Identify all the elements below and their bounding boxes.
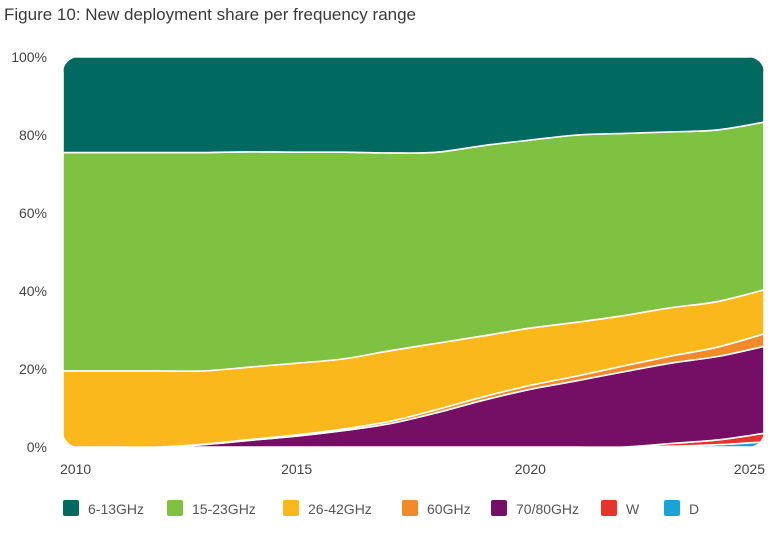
y-tick-label: 100% xyxy=(11,49,47,65)
x-axis: 2010 2015 2020 2025 xyxy=(60,461,765,477)
legend-label: 6-13GHz xyxy=(88,501,144,517)
legend-swatch xyxy=(167,500,183,516)
legend-label: 26-42GHz xyxy=(308,501,372,517)
plot-area xyxy=(63,57,764,447)
area-6-13ghz xyxy=(63,57,764,154)
y-tick-label: 40% xyxy=(19,283,47,299)
y-tick-label: 0% xyxy=(27,439,47,455)
legend-item-60ghz: 60GHz xyxy=(402,500,471,517)
legend-swatch xyxy=(491,500,507,516)
y-axis: 0% 20% 40% 60% 80% 100% xyxy=(11,49,47,455)
legend-swatch xyxy=(402,500,418,516)
y-tick-label: 20% xyxy=(19,361,47,377)
legend-item-d: D xyxy=(664,500,699,517)
legend-label: W xyxy=(626,501,640,517)
legend-swatch xyxy=(664,500,680,516)
x-tick-label: 2020 xyxy=(515,461,546,477)
legend-item-w: W xyxy=(601,500,640,517)
legend-swatch xyxy=(601,500,617,516)
legend-item-26-42ghz: 26-42GHz xyxy=(283,500,372,517)
legend-label: D xyxy=(689,501,699,517)
legend-swatch xyxy=(283,500,299,516)
y-tick-label: 80% xyxy=(19,127,47,143)
legend-item-70-80ghz: 70/80GHz xyxy=(491,500,579,517)
legend-label: 15-23GHz xyxy=(192,501,256,517)
legend-label: 60GHz xyxy=(427,501,471,517)
area-d xyxy=(63,441,764,447)
x-tick-label: 2015 xyxy=(281,461,312,477)
legend-item-6-13ghz: 6-13GHz xyxy=(63,500,144,517)
chart-title: Figure 10: New deployment share per freq… xyxy=(4,5,416,24)
x-tick-label: 2010 xyxy=(60,461,91,477)
x-tick-label: 2025 xyxy=(734,461,765,477)
legend-item-15-23ghz: 15-23GHz xyxy=(167,500,256,517)
y-tick-label: 60% xyxy=(19,205,47,221)
legend-swatch xyxy=(63,500,79,516)
legend-label: 70/80GHz xyxy=(516,501,579,517)
legend: 6-13GHz 15-23GHz 26-42GHz 60GHz 70/80GHz W D xyxy=(63,500,699,517)
